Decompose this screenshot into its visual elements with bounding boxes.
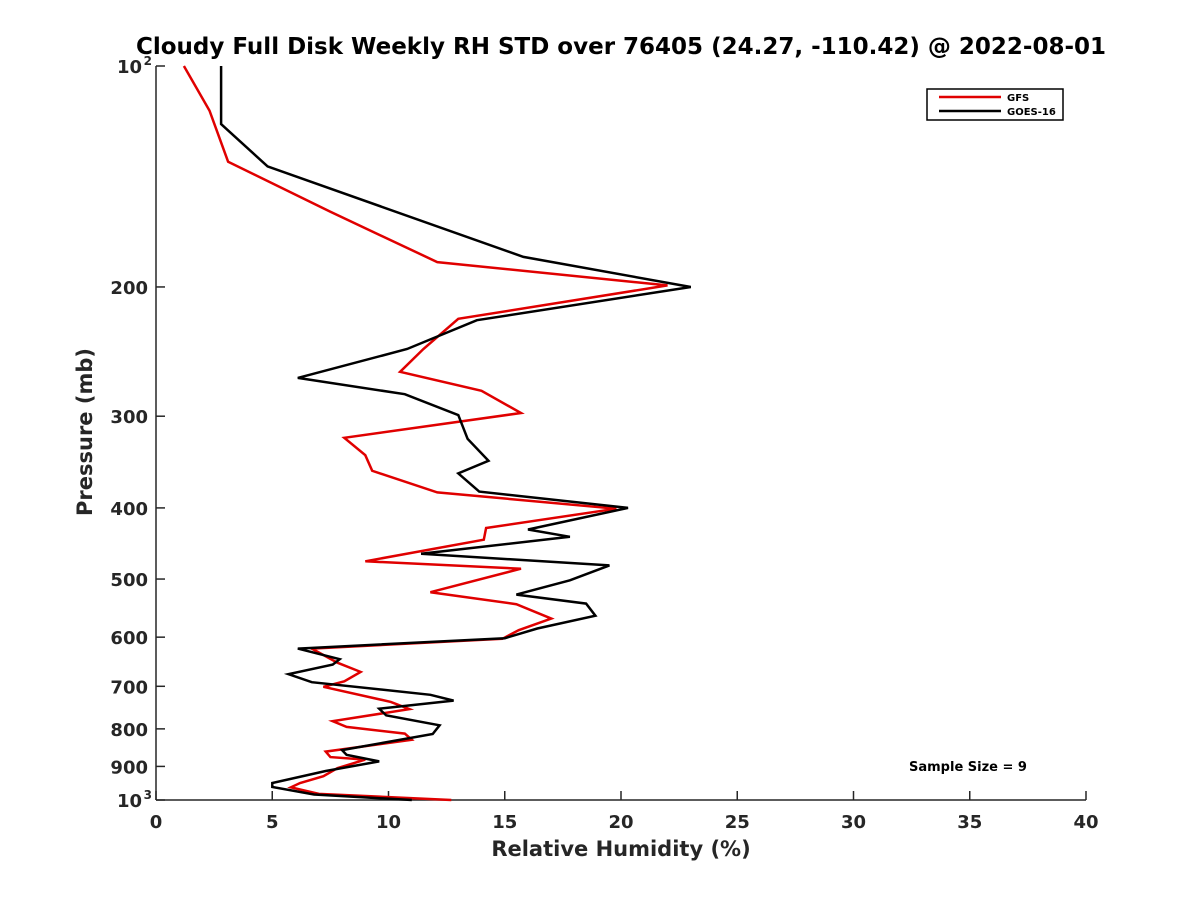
legend-label: GFS: [1007, 93, 1029, 104]
x-tick-label: 15: [492, 812, 517, 833]
legend: GFS GOES-16: [926, 88, 1064, 121]
series-line-goes-16: [219, 66, 692, 802]
y-tick-label: 10: [117, 791, 142, 812]
y-tick-label: 900: [110, 757, 148, 778]
y-tick-label: 700: [110, 677, 148, 698]
y-tick-label: 600: [110, 628, 148, 649]
series-line-gfs: [182, 65, 668, 802]
x-tick-label: 40: [1073, 812, 1098, 833]
y-tick-superscript: 3: [144, 788, 152, 802]
y-tick-label: 500: [110, 570, 148, 591]
chart-title: Cloudy Full Disk Weekly RH STD over 7640…: [136, 34, 1106, 60]
x-tick-label: 30: [841, 812, 866, 833]
y-tick-label: 300: [110, 407, 148, 428]
y-tick-label: 10: [117, 57, 142, 78]
y-tick-label: 400: [110, 499, 148, 520]
y-tick-label: 200: [110, 278, 148, 299]
y-tick-label: 800: [110, 720, 148, 741]
legend-label: GOES-16: [1007, 107, 1056, 118]
x-tick-label: 5: [266, 812, 279, 833]
y-tick-superscript: 2: [144, 54, 152, 68]
legend-box: [926, 88, 1064, 121]
x-tick-label: 35: [957, 812, 982, 833]
x-tick-label: 20: [608, 812, 633, 833]
y-axis-label: Pressure (mb): [73, 348, 97, 516]
x-axis-label: Relative Humidity (%): [491, 837, 750, 861]
x-tick-label: 10: [376, 812, 401, 833]
x-tick-label: 0: [150, 812, 163, 833]
x-tick-label: 25: [725, 812, 750, 833]
sample-size-annotation: Sample Size = 9: [909, 760, 1027, 775]
